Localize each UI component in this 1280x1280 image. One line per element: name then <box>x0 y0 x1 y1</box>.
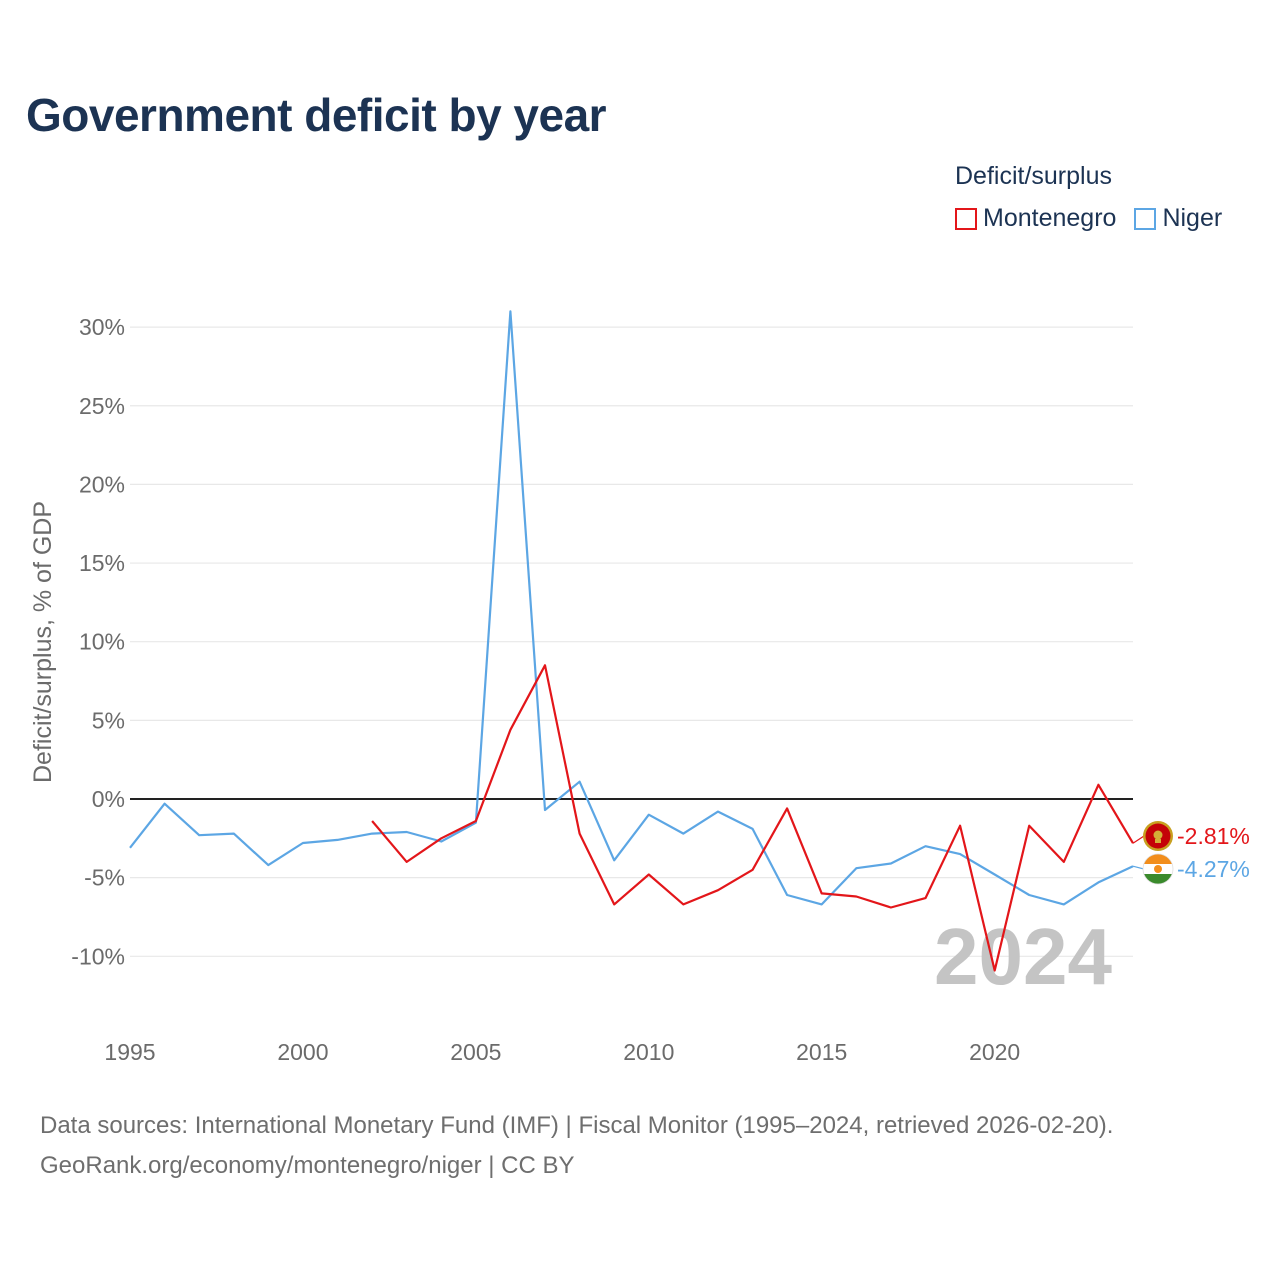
y-axis-ticks: -10% -5% 0% 5% 10% 15% 20% 25% 30% <box>71 314 125 969</box>
chart-title: Government deficit by year <box>26 89 607 141</box>
x-tick-label: 2005 <box>450 1039 501 1065</box>
leader-line <box>1132 865 1145 870</box>
data-sources: Data sources: International Monetary Fun… <box>40 1106 1113 1186</box>
x-tick-label: 1995 <box>104 1039 155 1065</box>
legend-item-niger[interactable]: Niger <box>1134 204 1222 233</box>
y-tick-label: 10% <box>79 629 125 655</box>
sources-line-2: GeoRank.org/economy/montenegro/niger | C… <box>40 1152 575 1179</box>
legend-label-montenegro: Montenegro <box>983 204 1117 232</box>
sources-line-1: Data sources: International Monetary Fun… <box>40 1112 1114 1139</box>
legend-label-niger: Niger <box>1162 204 1223 232</box>
y-tick-label: 30% <box>79 314 125 340</box>
x-tick-label: 2015 <box>796 1039 847 1065</box>
series-line-niger[interactable] <box>129 310 1134 906</box>
y-tick-label: -5% <box>84 865 125 891</box>
montenegro-flag-icon <box>1143 821 1173 851</box>
legend-swatch-montenegro <box>955 207 977 230</box>
y-tick-label: 0% <box>92 786 125 812</box>
y-tick-label: 20% <box>79 471 125 497</box>
y-axis-label: Deficit/surplus, % of GDP <box>29 501 57 783</box>
end-label-niger: -4.27% <box>1177 856 1250 882</box>
legend-item-montenegro[interactable]: Montenegro <box>955 204 1116 233</box>
leader-line <box>1132 835 1145 844</box>
legend-swatch-niger <box>1134 207 1157 230</box>
series-lines <box>129 310 1134 972</box>
legend: Montenegro Niger <box>955 204 1240 233</box>
x-tick-label: 2010 <box>623 1039 674 1065</box>
year-watermark: 2024 <box>934 912 1112 1001</box>
legend-title: Deficit/surplus <box>955 162 1112 190</box>
y-tick-label: 15% <box>79 550 125 576</box>
y-tick-label: -10% <box>71 943 125 969</box>
series-line-montenegro[interactable] <box>371 664 1134 972</box>
x-tick-label: 2000 <box>277 1039 328 1065</box>
x-axis-ticks: 1995 2000 2005 2010 2015 2020 <box>104 1039 1020 1065</box>
y-tick-label: 25% <box>79 393 125 419</box>
grid-lines <box>130 326 1133 957</box>
x-tick-label: 2020 <box>969 1039 1020 1065</box>
end-markers: -2.81% -4.27% <box>1132 821 1250 885</box>
niger-flag-icon <box>1142 853 1174 885</box>
y-tick-label: 5% <box>92 707 125 733</box>
end-label-montenegro: -2.81% <box>1177 823 1250 849</box>
